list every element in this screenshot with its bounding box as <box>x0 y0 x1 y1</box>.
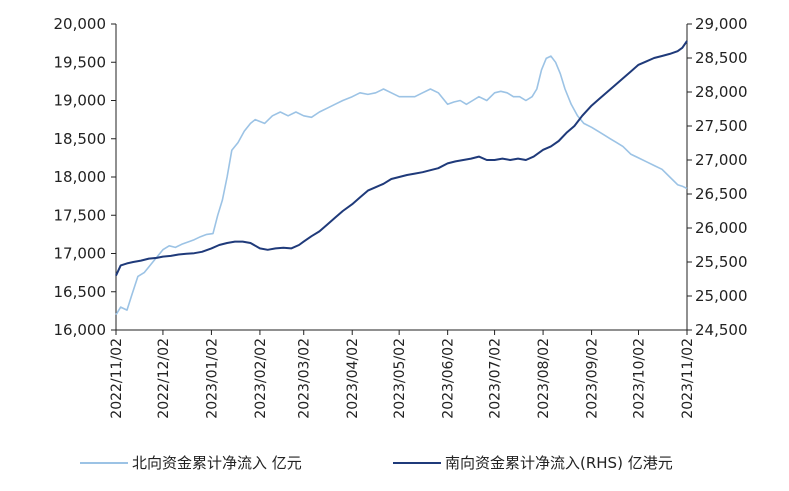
left-axis-tick-label: 19,500 <box>54 53 107 71</box>
right-axis-tick-label: 28,500 <box>695 49 748 67</box>
northbound-series-line <box>115 55 688 316</box>
x-axis-tick-label: 2023/06/02 <box>441 338 457 419</box>
right-axis-tick-label: 26,500 <box>695 185 748 203</box>
legend-item-southbound: 南向资金累计净流入(RHS) 亿港元 <box>393 452 673 473</box>
right-axis-tick-label: 27,000 <box>695 151 748 169</box>
left-axis-tick-label: 17,500 <box>54 206 107 224</box>
legend-label-southbound: 南向资金累计净流入(RHS) 亿港元 <box>445 454 673 472</box>
right-axis-tick-label: 24,500 <box>695 321 748 339</box>
right-axis-tick-label: 28,000 <box>695 83 748 101</box>
left-axis-tick-label: 17,000 <box>54 245 107 263</box>
x-axis-tick-labels: 2022/11/02 2022/12/02 2023/01/02 2023/02/02… <box>109 338 696 419</box>
right-axis-tick-labels: 24,500 25,000 25,500 26,000 26,500 27,000 27,5… <box>695 15 748 339</box>
left-axis-tick-labels: 16,000 16,500 17,000 17,500 18,000 18,500 19,0… <box>54 15 107 339</box>
left-axis-tick-label: 20,000 <box>54 15 107 33</box>
x-axis-tick-label: 2023/09/02 <box>585 338 601 419</box>
legend: 北向资金累计净流入 亿元 南向资金累计净流入(RHS) 亿港元 <box>0 452 789 476</box>
x-axis-tick-label: 2023/01/02 <box>204 338 220 419</box>
x-axis-tick-label: 2022/12/02 <box>156 338 172 419</box>
chart-axes <box>111 23 692 335</box>
right-axis-tick-label: 29,000 <box>695 15 748 33</box>
left-axis-tick-label: 16,500 <box>54 283 107 301</box>
left-axis-tick-label: 18,000 <box>54 168 107 186</box>
line-chart: 16,000 16,500 17,000 17,500 18,000 18,500 19,0… <box>54 15 748 419</box>
legend-label-northbound: 北向资金累计净流入 亿元 <box>132 454 302 472</box>
legend-item-northbound: 北向资金累计净流入 亿元 <box>80 452 302 473</box>
left-axis-tick-label: 18,500 <box>54 130 107 148</box>
x-axis-tick-label: 2023/05/02 <box>392 338 408 419</box>
legend-swatch-northbound <box>80 461 128 464</box>
x-axis-tick-label: 2023/04/02 <box>345 338 361 419</box>
left-axis-tick-label: 19,000 <box>54 92 107 110</box>
left-axis-tick-label: 16,000 <box>54 321 107 339</box>
right-axis-tick-label: 27,500 <box>695 117 748 135</box>
right-axis-tick-label: 25,000 <box>695 287 748 305</box>
x-axis-tick-label: 2023/11/02 <box>680 338 696 419</box>
x-axis-tick-label: 2023/10/02 <box>632 338 648 419</box>
right-axis-tick-label: 26,000 <box>695 219 748 237</box>
right-axis-tick-label: 25,500 <box>695 253 748 271</box>
x-axis-tick-label: 2023/02/02 <box>253 338 269 419</box>
legend-swatch-southbound <box>393 461 441 464</box>
series-lines <box>115 40 688 316</box>
x-axis-tick-label: 2022/11/02 <box>109 338 125 419</box>
x-axis-tick-label: 2023/08/02 <box>536 338 552 419</box>
southbound-series-line <box>115 40 688 277</box>
x-axis-tick-label: 2023/07/02 <box>488 338 504 419</box>
x-axis-tick-label: 2023/03/02 <box>297 338 313 419</box>
